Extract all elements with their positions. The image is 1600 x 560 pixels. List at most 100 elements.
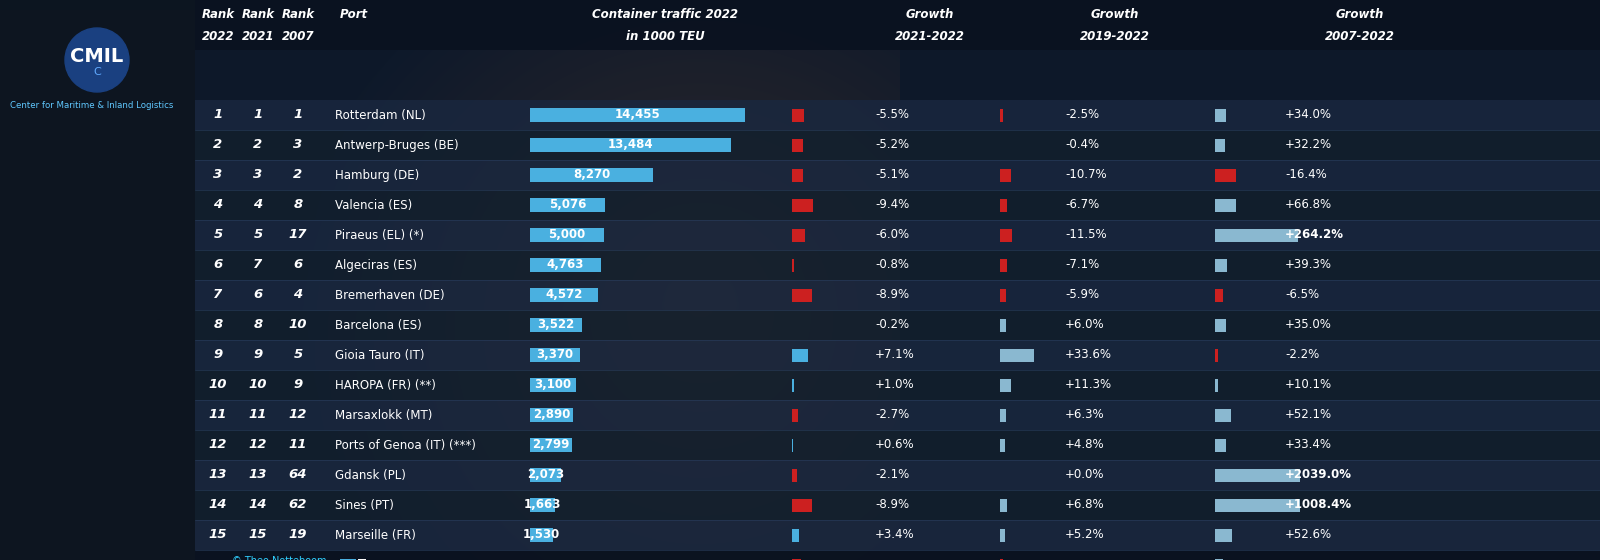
Text: -5.9%: -5.9% [1066, 288, 1099, 301]
Text: +1.0%: +1.0% [875, 379, 915, 391]
Text: 6: 6 [213, 259, 222, 272]
Text: +10.1%: +10.1% [1285, 379, 1333, 391]
Bar [530, 348, 581, 362]
Text: © Theo Notteboom: © Theo Notteboom [232, 557, 326, 560]
Bar [530, 258, 602, 272]
Text: Port: Port [339, 7, 368, 21]
Text: 7: 7 [213, 288, 222, 301]
Circle shape [66, 28, 130, 92]
Text: 2,890: 2,890 [533, 408, 570, 422]
Bar [530, 438, 571, 452]
Bar [1214, 498, 1299, 511]
Text: Growth: Growth [906, 7, 954, 21]
Bar [792, 498, 811, 511]
Bar [195, 340, 1600, 370]
Bar [530, 288, 598, 302]
Text: in 1000 TEU: in 1000 TEU [626, 30, 704, 43]
Text: 2007: 2007 [282, 30, 314, 43]
Bar [1000, 109, 1003, 122]
Bar [1000, 559, 1003, 560]
Bar [1000, 529, 1005, 542]
Text: -4.2%: -4.2% [875, 559, 912, 560]
Text: 15: 15 [208, 529, 227, 542]
Text: -0.8%: -0.8% [875, 259, 909, 272]
Text: 5,076: 5,076 [549, 198, 587, 212]
Text: Rank: Rank [242, 7, 275, 21]
Bar [792, 109, 805, 122]
Bar [1214, 288, 1224, 301]
Text: -6.7%: -6.7% [1066, 198, 1099, 212]
Text: 5: 5 [213, 228, 222, 241]
Bar [1214, 259, 1227, 272]
Text: 12: 12 [248, 438, 267, 451]
Text: Gioia Tauro (IT): Gioia Tauro (IT) [334, 348, 424, 362]
Bar [195, 460, 1600, 490]
Bar [1214, 169, 1237, 181]
Text: 8,270: 8,270 [573, 169, 610, 181]
Text: -2.5%: -2.5% [1066, 109, 1099, 122]
Text: +264.2%: +264.2% [1285, 228, 1344, 241]
Text: 2021: 2021 [242, 30, 274, 43]
Text: -5.5%: -5.5% [875, 109, 909, 122]
Text: 10: 10 [248, 379, 267, 391]
Text: Container traffic 2022: Container traffic 2022 [592, 7, 738, 21]
Text: 17: 17 [288, 228, 307, 241]
Text: 2,073: 2,073 [526, 469, 563, 482]
Text: +34.0%: +34.0% [1285, 109, 1331, 122]
Text: 8: 8 [293, 198, 302, 212]
Text: 3: 3 [293, 138, 302, 152]
Text: 4,763: 4,763 [547, 259, 584, 272]
Bar [195, 490, 1600, 520]
Text: 12: 12 [208, 438, 227, 451]
Bar [530, 468, 562, 482]
Text: -6.5%: -6.5% [1285, 288, 1318, 301]
Text: 10: 10 [208, 379, 227, 391]
Bar [195, 130, 1600, 160]
Bar [530, 108, 746, 122]
Bar [1000, 198, 1006, 212]
Bar [530, 528, 552, 542]
Text: -2.1%: -2.1% [875, 469, 909, 482]
Text: +7.1%: +7.1% [875, 348, 915, 362]
Bar [792, 529, 800, 542]
Text: 13: 13 [208, 469, 227, 482]
Text: 3: 3 [213, 169, 222, 181]
Text: +6.0%: +6.0% [1066, 319, 1104, 332]
Bar [792, 408, 798, 422]
Text: CMIL: CMIL [70, 48, 123, 67]
Text: Marseille (FR): Marseille (FR) [334, 529, 416, 542]
Bar [530, 198, 605, 212]
Bar [792, 379, 794, 391]
Bar [1214, 198, 1237, 212]
Text: +4.8%: +4.8% [1066, 438, 1104, 451]
Text: 13,484: 13,484 [608, 138, 653, 152]
Bar [1000, 438, 1005, 451]
Text: 19: 19 [288, 529, 307, 542]
Text: 7: 7 [253, 259, 262, 272]
Bar [195, 100, 1600, 130]
Text: Gdansk (PL): Gdansk (PL) [334, 469, 406, 482]
Text: 4: 4 [253, 198, 262, 212]
Text: +35.0%: +35.0% [1285, 319, 1331, 332]
Text: -6.0%: -6.0% [875, 228, 909, 241]
Text: 3,100: 3,100 [534, 379, 571, 391]
Bar [1214, 469, 1299, 482]
Text: -8.9%: -8.9% [875, 288, 909, 301]
Bar [195, 310, 1600, 340]
Bar [1000, 288, 1006, 301]
Bar [1214, 559, 1222, 560]
Bar [1000, 348, 1034, 362]
Text: -7.1%: -7.1% [1066, 259, 1099, 272]
Text: 2022: 2022 [202, 30, 234, 43]
Bar [1214, 408, 1232, 422]
Bar [792, 288, 811, 301]
Text: +2039.0%: +2039.0% [1285, 469, 1352, 482]
Text: Rank: Rank [282, 7, 315, 21]
Text: 8: 8 [253, 319, 262, 332]
Text: 1,663: 1,663 [523, 498, 562, 511]
Bar [530, 168, 653, 182]
Text: +66.8%: +66.8% [1285, 198, 1333, 212]
Bar [339, 559, 355, 560]
Text: Rank: Rank [202, 7, 235, 21]
Text: -2.2%: -2.2% [1285, 348, 1320, 362]
